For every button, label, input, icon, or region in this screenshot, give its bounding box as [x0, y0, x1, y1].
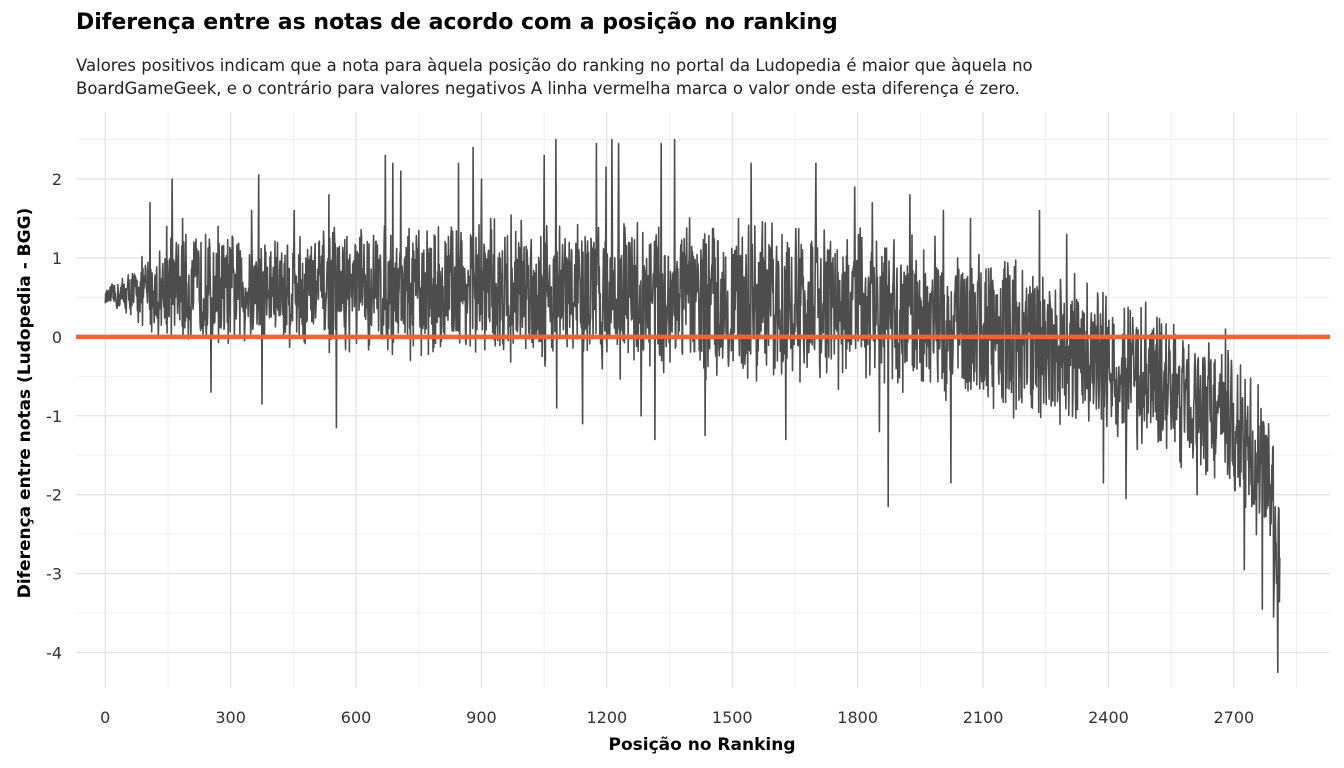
- y-tick-label: -4: [46, 643, 62, 662]
- x-tick-label: 0: [100, 708, 110, 727]
- chart-subtitle: Valores positivos indicam que a nota par…: [76, 54, 1256, 100]
- x-tick-label: 1800: [837, 708, 878, 727]
- difference-series: [104, 138, 1281, 673]
- x-tick-label: 1200: [587, 708, 628, 727]
- series-line-path: [104, 138, 1281, 673]
- x-axis-title: Posição no Ranking: [609, 735, 796, 755]
- y-tick-label: -1: [46, 407, 62, 426]
- x-tick-label: 1500: [712, 708, 753, 727]
- x-tick-label: 300: [215, 708, 246, 727]
- major-gridlines: [76, 112, 1330, 688]
- x-tick-label: 2400: [1088, 708, 1129, 727]
- chart-title: Diferença entre as notas de acordo com a…: [76, 10, 838, 35]
- y-tick-label: 0: [52, 328, 62, 347]
- x-axis-tick-labels: 0 300 600 900 1200 1500 1800 2100 2400 2700: [100, 708, 1254, 727]
- y-axis-title: Diferença entre notas (Ludopedia - BGG): [15, 208, 35, 599]
- subtitle-line-2: BoardGameGeek, e o contrário para valore…: [76, 79, 1020, 98]
- y-tick-label: 1: [52, 249, 62, 268]
- x-tick-label: 900: [466, 708, 497, 727]
- y-axis-tick-labels: 2 1 0 -1 -2 -3 -4: [46, 170, 62, 662]
- x-tick-label: 2700: [1214, 708, 1255, 727]
- subtitle-line-1: Valores positivos indicam que a nota par…: [76, 56, 1033, 75]
- y-tick-label: -2: [46, 486, 62, 505]
- y-tick-label: -3: [46, 565, 62, 584]
- x-tick-label: 2100: [963, 708, 1004, 727]
- y-tick-label: 2: [52, 170, 62, 189]
- x-tick-label: 600: [341, 708, 372, 727]
